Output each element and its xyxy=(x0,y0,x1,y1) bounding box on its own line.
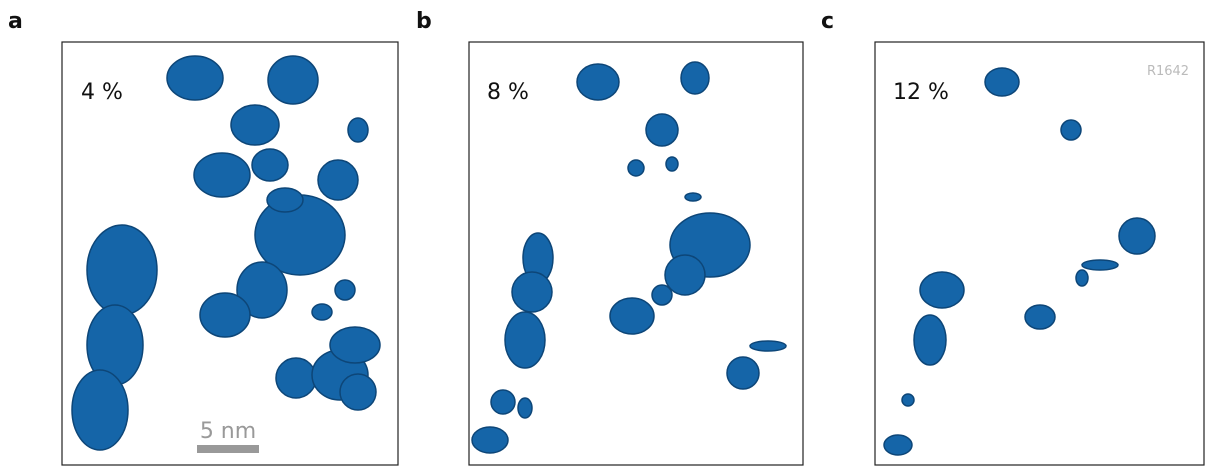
blob xyxy=(348,118,368,142)
concentration-label: 8 % xyxy=(487,80,529,105)
blob xyxy=(628,160,644,176)
blob xyxy=(681,62,709,94)
blob xyxy=(1082,260,1118,270)
concentration-label: 12 % xyxy=(893,80,949,105)
blob xyxy=(312,304,332,320)
blob xyxy=(252,149,288,181)
blob xyxy=(577,64,619,100)
blob xyxy=(512,272,552,312)
blob xyxy=(276,358,316,398)
watermark: R1642 xyxy=(1147,64,1189,79)
panel-label: b xyxy=(416,9,432,34)
concentration-label: 4 % xyxy=(81,80,123,105)
blob xyxy=(194,153,250,197)
blob xyxy=(518,398,532,418)
blob xyxy=(985,68,1019,96)
blob xyxy=(72,370,128,450)
blob xyxy=(652,285,672,305)
blob xyxy=(610,298,654,334)
blob xyxy=(727,357,759,389)
blob xyxy=(1061,120,1081,140)
scale-bar xyxy=(197,445,259,453)
blob xyxy=(330,327,380,363)
panel-label: c xyxy=(821,9,834,34)
figure: a b c 4 % 8 % 12 % 5 nm R1642 xyxy=(0,0,1206,468)
blob xyxy=(914,315,946,365)
blob xyxy=(1076,270,1088,286)
blob xyxy=(646,114,678,146)
blob xyxy=(665,255,705,295)
blob xyxy=(685,193,701,201)
blob xyxy=(472,427,508,453)
precipitates-b xyxy=(472,62,786,453)
blob xyxy=(167,56,223,100)
blob xyxy=(268,56,318,104)
blob xyxy=(335,280,355,300)
blob xyxy=(1025,305,1055,329)
blob xyxy=(1119,218,1155,254)
precipitates-a xyxy=(72,56,380,450)
precipitates-c xyxy=(884,68,1155,455)
blob xyxy=(920,272,964,308)
blob xyxy=(884,435,912,455)
blob xyxy=(750,341,786,351)
scale-bar-label: 5 nm xyxy=(200,419,256,444)
blob xyxy=(505,312,545,368)
blob xyxy=(267,188,303,212)
blob xyxy=(87,225,157,315)
blob xyxy=(666,157,678,171)
blob xyxy=(340,374,376,410)
blob xyxy=(231,105,279,145)
blob xyxy=(491,390,515,414)
panel-frame xyxy=(875,42,1204,465)
panel-label: a xyxy=(8,9,23,34)
blob xyxy=(200,293,250,337)
blob xyxy=(318,160,358,200)
blob xyxy=(902,394,914,406)
